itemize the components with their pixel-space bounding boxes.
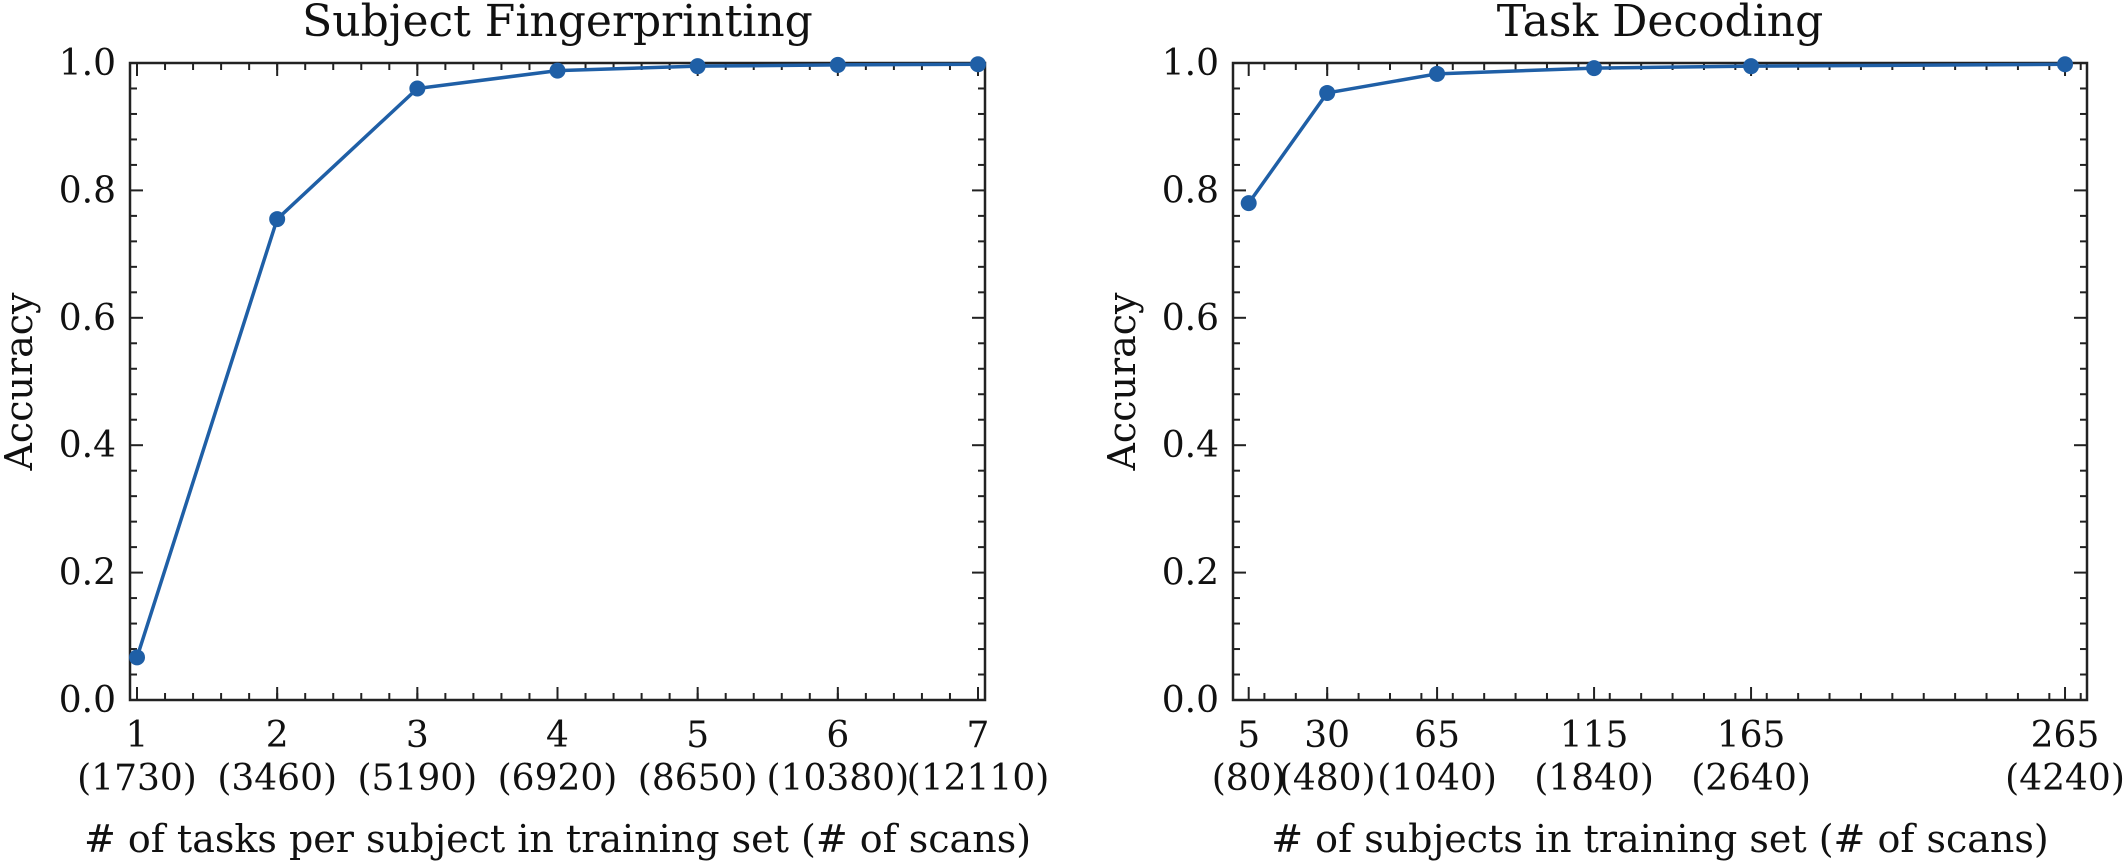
series-line <box>1247 62 2066 205</box>
x-tick-label: 7 <box>967 715 990 756</box>
x-tick-label: 3 <box>406 715 429 756</box>
data-point <box>689 58 706 75</box>
chart-title: Subject Fingerprinting <box>302 0 813 47</box>
y-axis-label: Accuracy <box>0 292 41 472</box>
data-point <box>549 62 566 79</box>
chart-panel-2: Task Decoding0.00.20.40.60.81.05(80)30(4… <box>1100 0 2125 861</box>
data-point <box>1319 84 1336 101</box>
plot-frame <box>128 61 987 702</box>
y-tick-label: 0.0 <box>59 680 116 721</box>
y-tick-label: 0.2 <box>1162 553 1219 594</box>
data-point <box>409 80 426 97</box>
x-tick-sublabel: (2640) <box>1691 758 1811 799</box>
chart-title: Task Decoding <box>1497 0 1824 47</box>
x-tick-sublabel: (3460) <box>217 758 337 799</box>
series-line <box>135 62 978 658</box>
y-tick-label: 1.0 <box>1162 43 1219 84</box>
y-tick-label: 0.4 <box>59 425 116 466</box>
data-point <box>1743 58 1760 75</box>
x-tick-sublabel: (6920) <box>498 758 618 799</box>
x-axis-label: # of tasks per subject in training set (… <box>84 817 1031 861</box>
data-point <box>1586 60 1603 77</box>
x-tick-label: 165 <box>1717 715 1786 756</box>
x-tick-sublabel: (4240) <box>2005 758 2125 799</box>
x-tick-label: 4 <box>546 715 569 756</box>
x-tick-sublabel: (8650) <box>638 758 758 799</box>
x-tick-sublabel: (1040) <box>1377 758 1497 799</box>
x-tick-sublabel: (1730) <box>77 758 197 799</box>
x-axis-label: # of subjects in training set (# of scan… <box>1271 817 2048 861</box>
x-tick-label: 2 <box>266 715 289 756</box>
plot-frame <box>1231 61 2089 702</box>
y-tick-label: 1.0 <box>59 43 116 84</box>
y-tick-label: 0.0 <box>1162 680 1219 721</box>
x-tick-label: 115 <box>1560 715 1629 756</box>
x-tick-sublabel: (1840) <box>1534 758 1654 799</box>
x-tick-sublabel: (10380) <box>767 758 910 799</box>
y-tick-label: 0.4 <box>1162 425 1219 466</box>
y-tick-label: 0.6 <box>1162 298 1219 339</box>
data-point <box>269 211 286 228</box>
x-tick-label: 6 <box>826 715 849 756</box>
x-tick-label: 265 <box>2031 715 2100 756</box>
x-tick-label: 65 <box>1414 715 1460 756</box>
data-point <box>829 56 846 73</box>
x-tick-label: 1 <box>126 715 149 756</box>
x-tick-label: 30 <box>1304 715 1350 756</box>
x-tick-label: 5 <box>1237 715 1260 756</box>
data-point <box>129 649 146 666</box>
data-point <box>969 56 986 73</box>
chart-panel-1: Subject Fingerprinting 0.0 0.2 0.4 0.6 0.8 1.0… <box>0 0 1049 861</box>
data-point <box>1429 65 1446 82</box>
x-tick-label: 5 <box>686 715 709 756</box>
y-tick-label: 0.8 <box>59 170 116 211</box>
y-tick-label: 0.6 <box>59 298 116 339</box>
data-point <box>2057 56 2074 73</box>
y-tick-label: 0.2 <box>59 553 116 594</box>
y-axis-label: Accuracy <box>1100 292 1144 472</box>
x-tick-sublabel: (80) <box>1212 758 1286 799</box>
x-tick-sublabel: (5190) <box>357 758 477 799</box>
data-point <box>1240 195 1257 212</box>
x-tick-sublabel: (480) <box>1279 758 1376 799</box>
x-tick-sublabel: (12110) <box>907 758 1050 799</box>
y-tick-label: 0.8 <box>1162 170 1219 211</box>
